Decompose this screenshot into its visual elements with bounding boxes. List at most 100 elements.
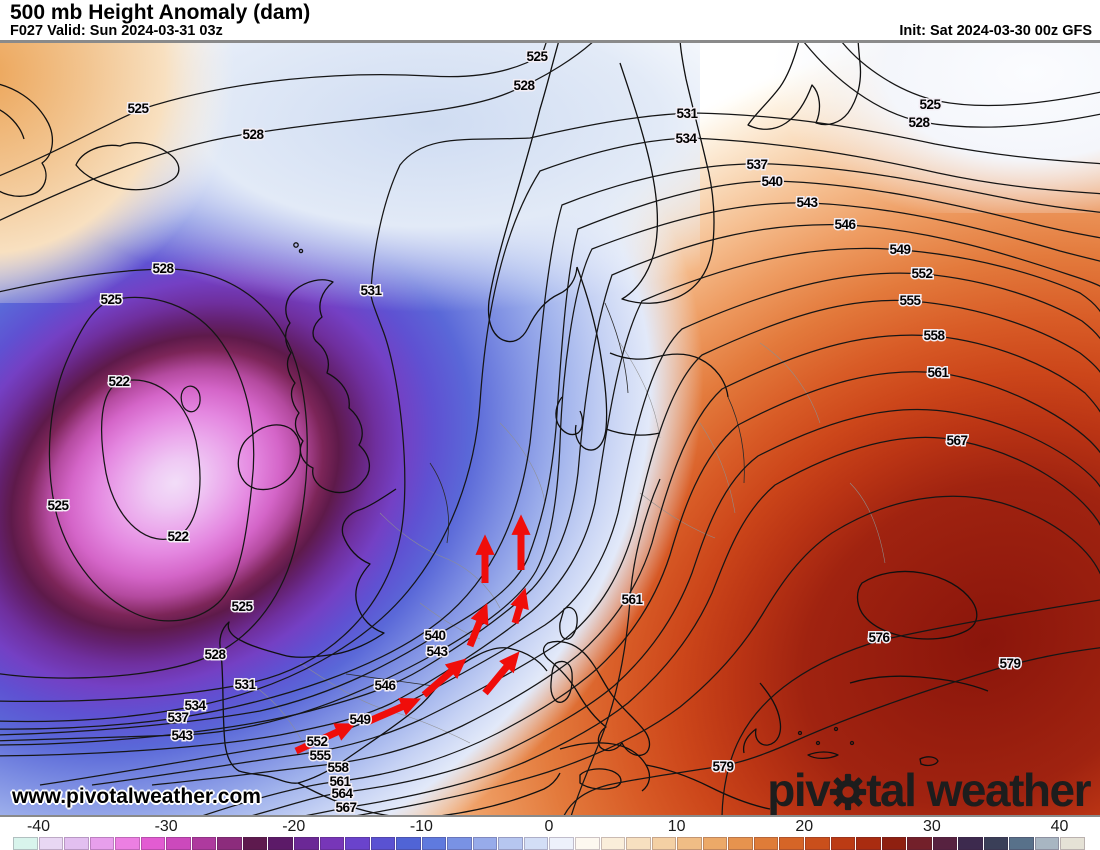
contour-label: 525 — [47, 498, 69, 513]
contour-label: 525 — [127, 101, 149, 116]
colorbar-cell — [217, 837, 242, 850]
contour-label: 552 — [306, 734, 327, 749]
contour-label: 579 — [999, 656, 1020, 671]
flow-arrows — [294, 514, 531, 755]
colorbar-cell — [472, 837, 498, 850]
colorbar-cell — [983, 837, 1009, 850]
colorbar-tick-label: 30 — [922, 818, 941, 835]
contour-label: 528 — [513, 78, 535, 93]
colorbar-cell — [549, 837, 575, 850]
page-title: 500 mb Height Anomaly (dam) — [10, 1, 311, 24]
colorbar-cell — [345, 837, 370, 850]
valid-time-label: F027 Valid: Sun 2024-03-31 03z — [10, 23, 223, 39]
contour-label: 546 — [374, 678, 396, 693]
colorbar-cell — [319, 837, 345, 850]
colorbar-cell — [753, 837, 779, 850]
colorbar-cell — [728, 837, 753, 850]
contour-label: 543 — [796, 195, 818, 210]
init-time-label: Init: Sat 2024-03-30 00z GFS — [899, 23, 1092, 39]
contour-label: 525 — [919, 97, 941, 112]
contour-label: 567 — [335, 800, 356, 815]
colorbar-cell — [575, 837, 600, 850]
colorbar-tick-label: 0 — [544, 818, 554, 835]
contour-label: 555 — [309, 748, 331, 763]
colorbar-cell — [804, 837, 830, 850]
colorbar-cell — [626, 837, 651, 850]
contour-label: 543 — [171, 728, 193, 743]
colorbar-cell — [600, 837, 626, 850]
contour-label: 522 — [167, 529, 188, 544]
colorbar-cell — [38, 837, 64, 850]
colorbar-cell — [13, 837, 38, 850]
logo-text-left: piv — [767, 764, 830, 816]
colorbar-cell — [115, 837, 140, 850]
contour-label: 567 — [946, 433, 967, 448]
colorbar-cell — [140, 837, 166, 850]
colorbar — [13, 837, 1085, 850]
contour-label: 561 — [329, 774, 351, 789]
pivotal-weather-logo: piv tal weather — [767, 764, 1091, 816]
flow-arrow — [510, 587, 529, 624]
contour-label: 537 — [746, 157, 767, 172]
contour-labels: 5255285255285255285315345375405435465495… — [46, 48, 1023, 816]
colorbar-tick-label: 10 — [667, 818, 686, 835]
map-canvas: 525 528 525 528 525 528 531 534 537 540 543 546 549 5… — [0, 40, 1100, 817]
contour-label: 525 — [231, 599, 253, 614]
contour-label: 537 — [167, 710, 188, 725]
colorbar-cell — [268, 837, 294, 850]
flow-arrow — [294, 723, 356, 755]
contour-label: 549 — [349, 712, 370, 727]
colorbar-cell — [370, 837, 396, 850]
colorbar-cell — [396, 837, 421, 850]
contour-label: 558 — [327, 760, 349, 775]
colorbar-cell — [881, 837, 907, 850]
flow-arrow — [482, 651, 520, 696]
contour-label: 528 — [152, 261, 174, 276]
colorbar-cell — [779, 837, 804, 850]
contour-label: 552 — [911, 266, 932, 281]
contour-label: 531 — [676, 106, 698, 121]
contour-label: 528 — [242, 127, 264, 142]
colorbar-ticks: -40 -30 -20 -10 0 10 20 30 40 — [13, 818, 1085, 836]
colorbar-cell — [932, 837, 958, 850]
contour-label: 528 — [908, 115, 930, 130]
contour-label: 561 — [621, 592, 643, 607]
colorbar-cell — [447, 837, 472, 850]
flow-arrow — [365, 698, 421, 726]
colorbar-tick-label: 40 — [1050, 818, 1069, 835]
colorbar-cell — [89, 837, 115, 850]
colorbar-cell — [294, 837, 319, 850]
colorbar-tick-label: -20 — [282, 818, 306, 835]
colorbar-cell — [523, 837, 549, 850]
colorbar-cell — [856, 837, 881, 850]
contour-label: 546 — [834, 217, 856, 232]
colorbar-tick-label: 20 — [795, 818, 814, 835]
contour-label: 549 — [889, 242, 910, 257]
watermark-url: www.pivotalweather.com — [12, 785, 261, 808]
flow-arrow — [466, 602, 489, 648]
contour-label: 540 — [761, 174, 782, 189]
colorbar-cell — [1060, 837, 1085, 850]
contour-label: 579 — [712, 759, 733, 774]
colorbar-cell — [830, 837, 856, 850]
contour-label: 522 — [108, 374, 129, 389]
colorbar-cell — [498, 837, 523, 850]
contour-label: 561 — [927, 365, 949, 380]
contour-label: 525 — [100, 292, 122, 307]
contour-label: 576 — [868, 630, 890, 645]
colorbar-cell — [651, 837, 677, 850]
colorbar-tick-label: -40 — [26, 818, 51, 835]
contour-label: 558 — [923, 328, 945, 343]
anomaly-map-svg: 5255285255285255285315345375405435465495… — [0, 43, 1100, 816]
contour-label: 528 — [204, 647, 226, 662]
colorbar-tick-label: -10 — [409, 818, 433, 835]
contour-lines — [0, 43, 1100, 815]
map-header: 500 mb Height Anomaly (dam) F027 Valid: … — [0, 0, 1100, 40]
colorbar-tick-label: -30 — [154, 818, 178, 835]
colorbar-cell — [1009, 837, 1034, 850]
colorbar-cell — [166, 837, 191, 850]
flow-arrow — [421, 658, 467, 698]
gear-icon — [830, 773, 867, 811]
contour-label: 540 — [424, 628, 445, 643]
